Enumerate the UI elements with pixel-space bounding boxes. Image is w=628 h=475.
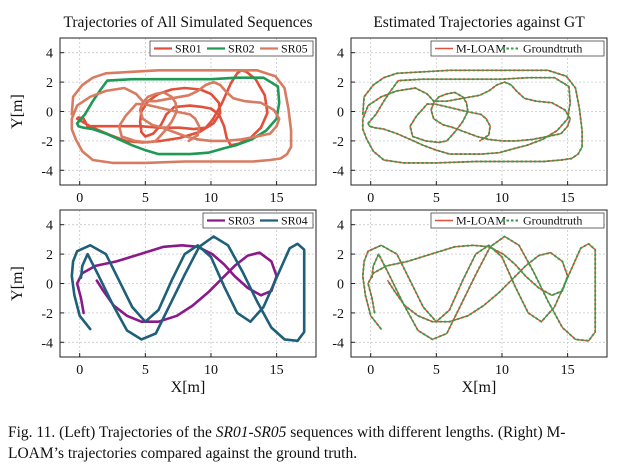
panel-br-ticklabel-y: 2: [337, 248, 344, 263]
panel-tl-legend-sr01-label: SR01: [175, 42, 202, 56]
panel-bl-legend-sr03-label: SR03: [228, 214, 255, 228]
panel-bl-ticklabel-x: 0: [76, 363, 83, 378]
caption-rest: sequences with different lengths. (Right…: [8, 424, 566, 462]
panel-bl-ticklabel-y: -2: [41, 307, 53, 322]
panel-tl-legend-sr02-label: SR02: [228, 42, 255, 56]
panel-bl-ticklabel-x: 5: [142, 363, 149, 378]
panel-tr-ticklabel-x: 10: [495, 191, 509, 206]
panel-tr-ticklabel-x: 0: [367, 191, 374, 206]
panel-tr-ticklabel-y: 4: [337, 47, 344, 62]
panel-tr-ticklabel-y: -2: [332, 135, 344, 150]
panel-br-ticklabel-y: 0: [337, 278, 344, 293]
panel-tl-ticklabel-y: 4: [46, 47, 53, 62]
panel-tl-ticklabel-x: 0: [76, 191, 83, 206]
panel-bl-ticklabel-x: 15: [270, 363, 284, 378]
panel-tl-series-sr01-line: [75, 69, 269, 147]
panel-tl-ticklabel-x: 5: [142, 191, 149, 206]
panel-bl-ticklabel-y: 2: [46, 248, 53, 263]
panel-br-ticklabel-y: 4: [337, 219, 344, 234]
panel-bl-ylabel: Y[m]: [9, 266, 26, 301]
panel-tl-legend-box: [149, 40, 314, 57]
panel-bl-ticklabel-y: -4: [41, 336, 53, 351]
panel-bl-ticklabel-x: 10: [204, 363, 218, 378]
panel-br-ticklabel-x: 5: [433, 363, 440, 378]
panel-tr-series-groundtruth-line: [367, 76, 572, 156]
panel-tl-ylabel: Y[m]: [9, 94, 26, 129]
panel-tr-ticklabel-y: 0: [337, 106, 344, 121]
panel-tr-ticklabel-y: -4: [332, 164, 344, 179]
caption-italic: SR01-SR05: [215, 424, 287, 441]
panel-tr-series-groundtruth-line: [361, 69, 584, 164]
caption-prefix: Fig. 11. (Left) Trajectories of the: [8, 424, 216, 441]
panel-br-legend-m-loam-label: M-LOAM: [456, 214, 506, 228]
panel-tr-legend-groundtruth-label: Groundtruth: [523, 42, 582, 56]
panel-br-ticklabel-y: -4: [332, 336, 344, 351]
panel-bl-xlabel: X[m]: [171, 379, 206, 396]
panel-br-legend-groundtruth-label: Groundtruth: [523, 214, 582, 228]
panel-bl-legend-sr04-label: SR04: [281, 214, 308, 228]
panel-tl-ticklabel-x: 15: [270, 191, 284, 206]
panel-tr-series-m-loam-line: [367, 77, 571, 155]
panel-tr-ticklabel-x: 5: [433, 191, 440, 206]
panel-bl-legend-box: [202, 212, 314, 229]
panel-bl-series-sr04-line: [70, 235, 306, 343]
panel-tr-title: Estimated Trajectories against GT: [373, 14, 585, 31]
trajectory-figure: 0 5 10 15 4 2 0 -2 -4 Trajectories of All Simulat…: [9, 14, 608, 396]
panel-tl-series-sr05-line: [70, 69, 293, 165]
panel-tl-ticklabel-y: -4: [41, 164, 53, 179]
panel-tl-legend-sr05-label: SR05: [281, 42, 308, 56]
panel-tl-ticklabel-y: -2: [41, 135, 53, 150]
panel-br-series-groundtruth-line: [367, 244, 569, 323]
panel-br-ticklabel-y: -2: [332, 307, 344, 322]
panel-tl-title: Trajectories of All Simulated Sequences: [63, 14, 312, 31]
panel-bl-ticklabel-y: 4: [46, 219, 53, 234]
panel-br-series-groundtruth-line: [361, 235, 597, 342]
panel-tr-ticklabel-x: 15: [561, 191, 575, 206]
panel-br-ticklabel-x: 0: [367, 363, 374, 378]
panel-br-ticklabel-x: 10: [495, 363, 509, 378]
panel-bl-ticklabel-y: 0: [46, 278, 53, 293]
panel-tl-ticklabel-y: 2: [46, 76, 53, 91]
panel-tl-ticklabel-y: 0: [46, 106, 53, 121]
panel-br-ticklabel-x: 15: [561, 363, 575, 378]
figure-caption: Fig. 11. (Left) Trajectories of the SR01…: [8, 422, 620, 464]
panel-tr-legend-m-loam-label: M-LOAM: [456, 42, 506, 56]
panel-br-xlabel: X[m]: [462, 379, 497, 396]
panel-tr-ticklabel-y: 2: [337, 76, 344, 91]
panel-tl-ticklabel-x: 10: [204, 191, 218, 206]
